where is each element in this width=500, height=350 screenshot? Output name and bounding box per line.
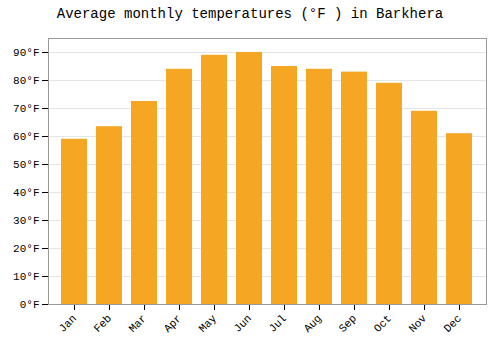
svg-text:30°F: 30°F xyxy=(13,215,39,227)
svg-text:10°F: 10°F xyxy=(13,271,39,283)
svg-text:50°F: 50°F xyxy=(13,159,39,171)
svg-text:40°F: 40°F xyxy=(13,187,39,199)
svg-text:20°F: 20°F xyxy=(13,243,39,255)
svg-text:70°F: 70°F xyxy=(13,103,39,115)
svg-text:Oct: Oct xyxy=(372,312,394,334)
svg-text:0°F: 0°F xyxy=(20,299,40,311)
svg-text:80°F: 80°F xyxy=(13,75,39,87)
svg-text:Jun: Jun xyxy=(232,312,254,334)
html-text:Average monthly temperatures (: Average monthly temperatures (°F ) in Ba… xyxy=(56,6,444,22)
svg-text:Sep: Sep xyxy=(337,312,359,334)
svg-text:Feb: Feb xyxy=(92,312,114,334)
svg-text:90°F: 90°F xyxy=(13,47,39,59)
svg-text:Nov: Nov xyxy=(407,312,430,335)
svg-text:Dec: Dec xyxy=(442,312,464,334)
svg-text:60°F: 60°F xyxy=(13,131,39,143)
svg-text:Mar: Mar xyxy=(127,312,149,334)
svg-text:Jan: Jan xyxy=(57,312,79,334)
svg-text:Apr: Apr xyxy=(162,312,184,334)
svg-text:May: May xyxy=(197,312,220,335)
svg-text:Jul: Jul xyxy=(267,312,289,334)
svg-text:Aug: Aug xyxy=(302,312,324,334)
